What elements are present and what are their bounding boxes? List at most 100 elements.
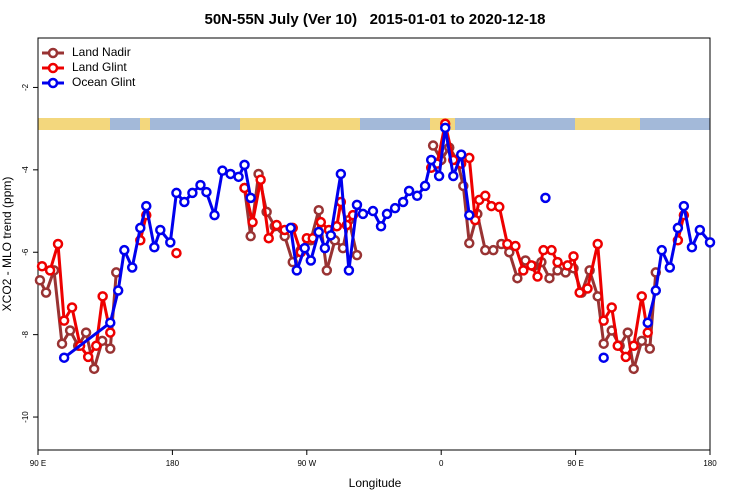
legend-label: Land Glint (72, 60, 127, 74)
x-axis-label: Longitude (349, 476, 402, 490)
point (34, 275, 46, 286)
point (141, 200, 152, 212)
point (271, 219, 282, 231)
map-strip (38, 118, 710, 130)
ocean-band (455, 118, 575, 130)
point (171, 247, 182, 259)
point (255, 174, 266, 185)
point (263, 232, 274, 244)
point (245, 192, 256, 204)
point (126, 262, 138, 273)
point (351, 249, 363, 261)
point (425, 154, 437, 166)
point (82, 351, 94, 363)
point (532, 271, 543, 282)
point (439, 122, 451, 134)
point (568, 251, 579, 262)
point (510, 240, 521, 252)
point (80, 327, 92, 338)
ocean-band (640, 118, 710, 130)
point (285, 222, 296, 234)
point (105, 317, 116, 328)
point (582, 283, 593, 294)
point (650, 285, 662, 296)
point (36, 260, 48, 272)
point (171, 187, 182, 199)
y-tick-label: -10 (21, 411, 30, 423)
point (343, 265, 355, 276)
x-tick-label: 0 (439, 459, 444, 468)
point (397, 196, 409, 208)
point (664, 262, 676, 273)
point (494, 201, 505, 213)
point (44, 265, 56, 276)
point (375, 221, 387, 232)
point (552, 265, 563, 276)
point (546, 244, 557, 256)
point (403, 185, 415, 197)
point (512, 272, 523, 284)
legend-marker (47, 77, 59, 89)
y-tick-label: -4 (21, 166, 30, 174)
point (305, 255, 317, 266)
point (544, 272, 555, 284)
point (628, 363, 639, 375)
point (526, 260, 537, 271)
point (165, 237, 176, 248)
point (112, 285, 124, 296)
point (299, 242, 310, 254)
point (622, 327, 633, 338)
point (187, 187, 198, 199)
point (598, 338, 609, 349)
point (562, 260, 573, 271)
point (239, 159, 250, 171)
point (518, 265, 529, 276)
point (179, 196, 190, 208)
point (642, 327, 653, 338)
point (381, 208, 393, 220)
point (464, 237, 475, 249)
point (119, 244, 130, 256)
point (642, 317, 653, 328)
legend-marker (47, 62, 59, 74)
ocean-band (360, 118, 430, 130)
point (225, 168, 236, 180)
point (620, 351, 632, 363)
point (448, 170, 459, 182)
x-tick-label: 90 E (567, 459, 583, 468)
point (389, 202, 401, 214)
point (480, 190, 491, 202)
point (313, 226, 324, 238)
point (105, 327, 116, 338)
point (628, 340, 639, 352)
point (319, 242, 331, 254)
point (90, 340, 102, 352)
point (351, 199, 363, 211)
point (598, 352, 609, 363)
legend-marker (47, 47, 59, 59)
point (335, 168, 347, 180)
point (66, 302, 78, 313)
point (678, 200, 690, 212)
point (58, 315, 70, 326)
point (540, 192, 551, 204)
y-tick-label: -8 (21, 331, 30, 339)
point (315, 216, 327, 228)
point (313, 204, 324, 216)
point (538, 244, 549, 256)
point (480, 244, 491, 256)
chart-title: 50N-55N July (Ver 10) 2015-01-01 to 2020… (204, 11, 545, 28)
point (598, 315, 609, 326)
point (217, 165, 228, 176)
point (433, 170, 445, 182)
point (464, 152, 475, 164)
y-axis-label: XCO2 - MLO trend (ppm) (0, 177, 14, 312)
point (411, 190, 423, 202)
ocean-band (150, 118, 240, 130)
legend-label: Land Nadir (72, 45, 131, 59)
point (502, 238, 513, 250)
point (155, 224, 166, 236)
point (552, 256, 563, 268)
point (58, 352, 70, 363)
